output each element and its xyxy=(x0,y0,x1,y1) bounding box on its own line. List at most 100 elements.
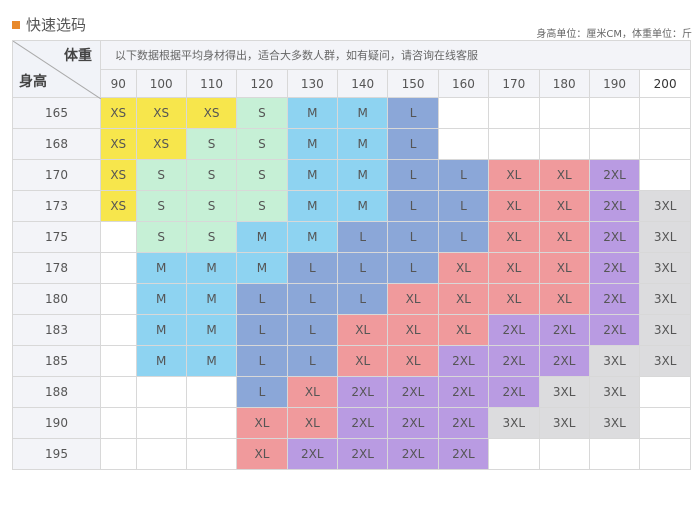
size-cell: L xyxy=(387,159,439,191)
size-cell: 3XL xyxy=(639,314,691,346)
size-cell: XS xyxy=(135,128,187,160)
size-cell xyxy=(100,314,137,346)
table-row: 180 M M L L L XL XL XL XL 2XL 3XL xyxy=(12,283,691,315)
size-cell: L xyxy=(336,283,389,315)
size-cell: 2XL xyxy=(336,407,389,439)
table-row: 185 M M L L XL XL 2XL 2XL 2XL 3XL 3XL xyxy=(12,345,691,377)
size-cell: M xyxy=(185,283,238,315)
size-cell: 2XL xyxy=(336,376,389,408)
size-cell: M xyxy=(286,97,339,129)
size-cell xyxy=(588,97,641,129)
size-cell: L xyxy=(336,221,389,253)
size-cell: XL xyxy=(437,283,490,315)
size-cell: S xyxy=(185,159,238,191)
table-row: 190 XL XL 2XL 2XL 2XL 3XL 3XL 3XL xyxy=(12,407,691,439)
size-cell: S xyxy=(135,190,187,222)
weight-header: 110 xyxy=(185,69,238,98)
height-header: 168 xyxy=(12,128,101,160)
units-note: 身高单位：厘米CM，体重单位：斤 xyxy=(536,29,692,40)
size-cell: XL xyxy=(387,314,439,346)
size-cell: L xyxy=(437,221,490,253)
weight-header: 150 xyxy=(387,69,439,98)
size-cell xyxy=(639,97,691,129)
height-header: 188 xyxy=(12,376,101,408)
size-cell: L xyxy=(236,283,288,315)
weight-label: 体重 xyxy=(64,48,92,64)
size-cell: 2XL xyxy=(437,345,490,377)
size-cell xyxy=(100,376,137,408)
size-cell xyxy=(135,376,187,408)
size-cell xyxy=(639,128,691,160)
size-cell xyxy=(100,221,137,253)
size-cell: XL xyxy=(538,252,590,284)
size-cell: 3XL xyxy=(639,252,691,284)
size-cell: 3XL xyxy=(639,345,691,377)
size-cell: 3XL xyxy=(588,407,641,439)
size-cell: L xyxy=(286,283,339,315)
size-cell xyxy=(100,252,137,284)
size-cell: L xyxy=(286,252,339,284)
size-cell: M xyxy=(336,159,389,191)
size-cell: 2XL xyxy=(437,407,490,439)
size-cell xyxy=(437,128,490,160)
size-cell: L xyxy=(236,376,288,408)
size-cell: L xyxy=(387,128,439,160)
size-cell: 2XL xyxy=(538,314,590,346)
size-cell: S xyxy=(185,221,238,253)
size-cell xyxy=(100,438,137,470)
size-cell: 2XL xyxy=(538,345,590,377)
size-cell: 2XL xyxy=(286,438,339,470)
size-cell: XL xyxy=(387,345,439,377)
height-header: 183 xyxy=(12,314,101,346)
size-cell: 3XL xyxy=(588,345,641,377)
size-cell xyxy=(185,438,238,470)
size-cell: 3XL xyxy=(588,376,641,408)
weight-header: 160 xyxy=(437,69,490,98)
size-cell: XL xyxy=(488,252,540,284)
height-header: 170 xyxy=(12,159,101,191)
weight-header: 120 xyxy=(236,69,288,98)
size-cell: M xyxy=(135,314,187,346)
size-cell: XL xyxy=(336,345,389,377)
size-cell xyxy=(639,407,691,439)
size-cell: XL xyxy=(538,283,590,315)
size-cell: 3XL xyxy=(488,407,540,439)
height-header: 178 xyxy=(12,252,101,284)
weight-header: 170 xyxy=(488,69,540,98)
size-cell: S xyxy=(236,159,288,191)
size-cell: 3XL xyxy=(639,283,691,315)
size-cell: 2XL xyxy=(588,221,641,253)
size-cell: 3XL xyxy=(639,221,691,253)
size-cell xyxy=(538,128,590,160)
height-header: 185 xyxy=(12,345,101,377)
size-cell: L xyxy=(387,221,439,253)
size-cell: 2XL xyxy=(588,252,641,284)
size-cell: 2XL xyxy=(488,376,540,408)
size-cell: XL xyxy=(488,283,540,315)
size-cell: XL xyxy=(538,190,590,222)
size-cell: M xyxy=(236,252,288,284)
size-cell: M xyxy=(135,345,187,377)
size-cell xyxy=(588,438,641,470)
size-cell xyxy=(100,407,137,439)
size-cell: M xyxy=(286,221,339,253)
size-cell: 3XL xyxy=(538,407,590,439)
size-cell xyxy=(437,97,490,129)
size-cell: XS xyxy=(185,97,238,129)
size-cell: XL xyxy=(286,376,339,408)
table-row: 170 XS S S S M M L L XL XL 2XL xyxy=(12,159,691,191)
size-cell: 2XL xyxy=(387,438,439,470)
height-header: 180 xyxy=(12,283,101,315)
size-cell: M xyxy=(286,190,339,222)
weight-header: 180 xyxy=(538,69,590,98)
size-cell xyxy=(135,438,187,470)
table-row: 175 S S M M L L L XL XL 2XL 3XL xyxy=(12,221,691,253)
table-row: 183 M M L L XL XL XL 2XL 2XL 2XL 3XL xyxy=(12,314,691,346)
size-cell: 2XL xyxy=(437,376,490,408)
size-table: 体重 身高 以下数据根据平均身材得出，适合大多数人群，如有疑问，请咨询在线客服 … xyxy=(12,40,691,470)
size-cell xyxy=(185,407,238,439)
size-cell: M xyxy=(185,345,238,377)
size-cell: 2XL xyxy=(588,314,641,346)
size-cell: XS xyxy=(100,97,137,129)
